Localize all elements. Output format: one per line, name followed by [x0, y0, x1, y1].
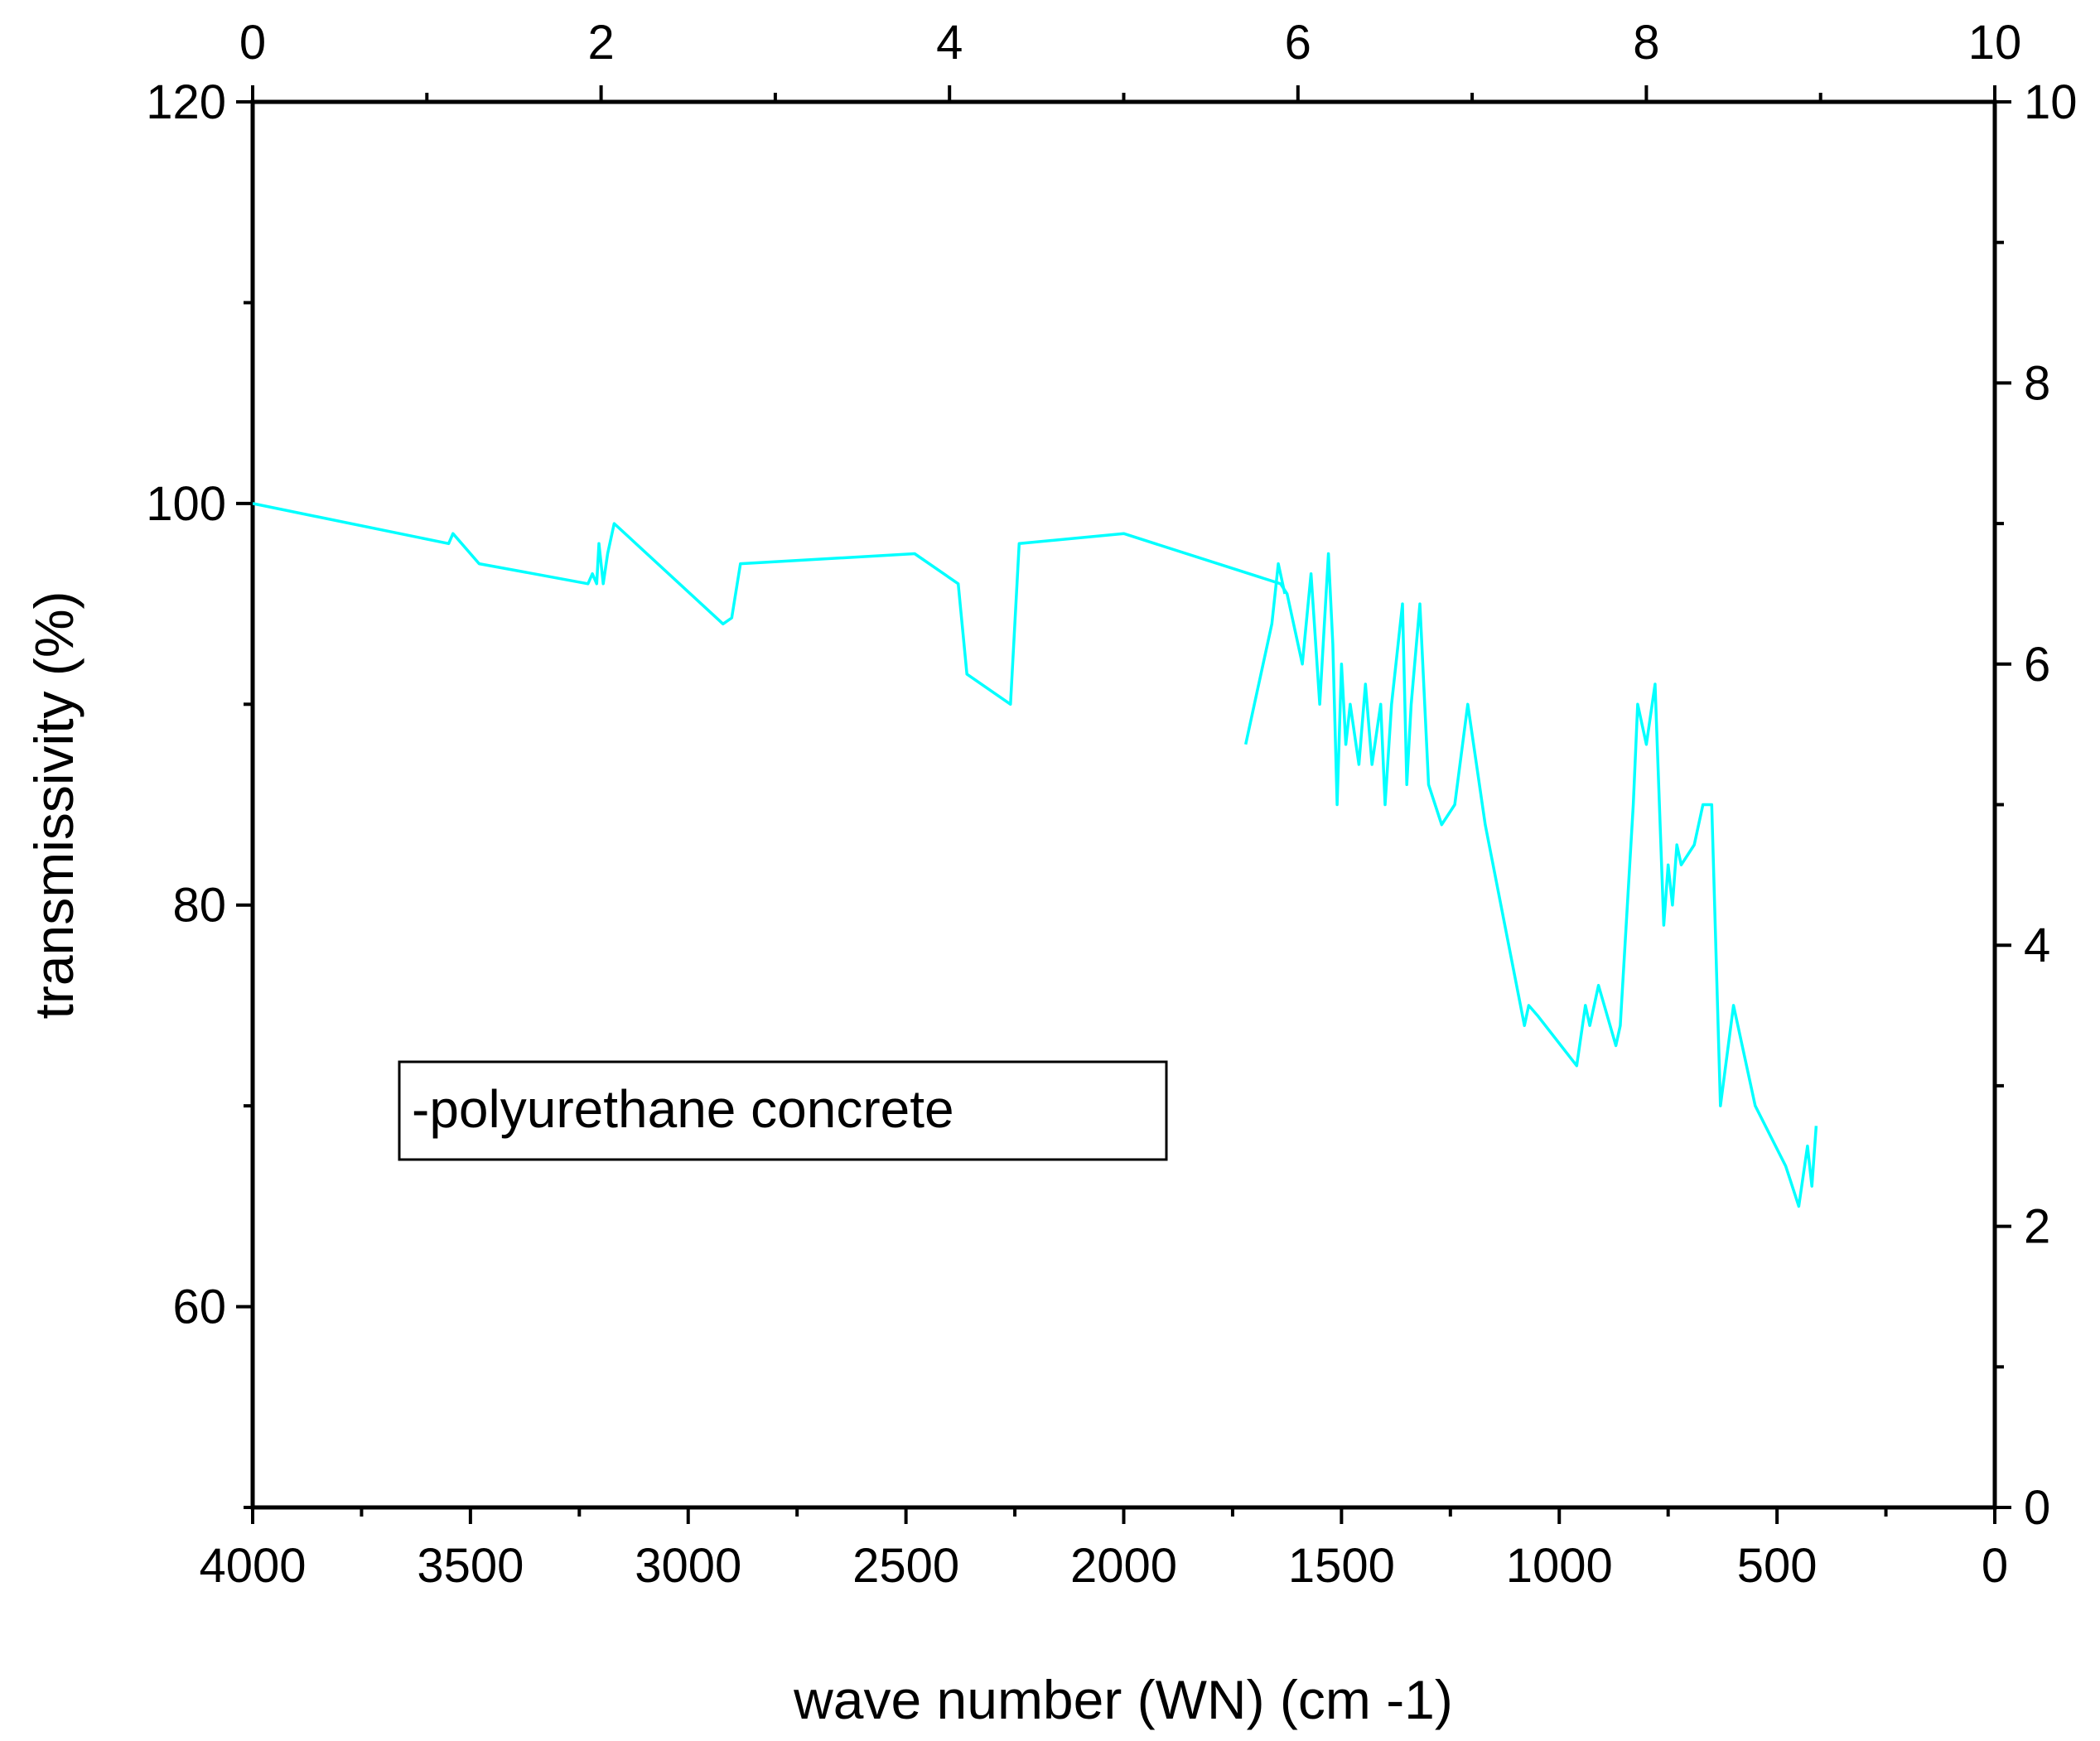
y-axis-title: transmissivity (%)	[23, 591, 84, 1019]
bottom-axis: 4000 3500 3000 2500 2000 1500 1000 500 0	[199, 1507, 2008, 1593]
right-tick-label: 10	[2024, 75, 2078, 129]
legend: -polyurethane concrete	[398, 1060, 1168, 1161]
y-tick-label: 120	[146, 75, 226, 129]
top-tick-label: 8	[1633, 16, 1659, 70]
left-axis: 60 80 100 120	[146, 75, 253, 1509]
series-layer	[252, 502, 1818, 1208]
y-tick-label: 60	[172, 1280, 226, 1334]
x-tick-label: 0	[1982, 1539, 2008, 1593]
series-line-0	[252, 502, 1818, 1208]
top-tick-label: 2	[587, 16, 614, 70]
x-tick-label: 1500	[1288, 1539, 1395, 1593]
legend-box	[398, 1060, 1168, 1161]
y-tick-label: 80	[172, 879, 226, 933]
top-tick-label: 0	[239, 16, 266, 70]
x-tick-label: 1000	[1506, 1539, 1613, 1593]
plot-frame	[250, 99, 1997, 1510]
x-tick-label: 3000	[635, 1539, 741, 1593]
series-line-1	[1243, 562, 1287, 745]
right-tick-label: 8	[2024, 356, 2050, 410]
x-tick-label: 2500	[852, 1539, 959, 1593]
top-tick-label: 10	[1968, 16, 2022, 70]
x-tick-label: 4000	[199, 1539, 306, 1593]
right-tick-label: 6	[2024, 638, 2050, 692]
right-tick-label: 2	[2024, 1200, 2050, 1254]
top-tick-label: 4	[936, 16, 963, 70]
legend-entry-label: -polyurethane concrete	[412, 1079, 954, 1139]
right-tick-label: 0	[2024, 1481, 2050, 1535]
x-tick-label: 500	[1737, 1539, 1818, 1593]
right-tick-label: 4	[2024, 919, 2050, 972]
right-axis: 0 2 4 6 8 10	[1995, 75, 2078, 1535]
top-axis: 0 2 4 6 8 10	[239, 16, 2021, 102]
x-tick-label: 3500	[417, 1539, 524, 1593]
y-tick-label: 100	[146, 477, 226, 531]
x-tick-label: 2000	[1070, 1539, 1177, 1593]
x-axis-title: wave number (WN) (cm -1)	[793, 1669, 1453, 1730]
top-tick-label: 6	[1285, 16, 1311, 70]
